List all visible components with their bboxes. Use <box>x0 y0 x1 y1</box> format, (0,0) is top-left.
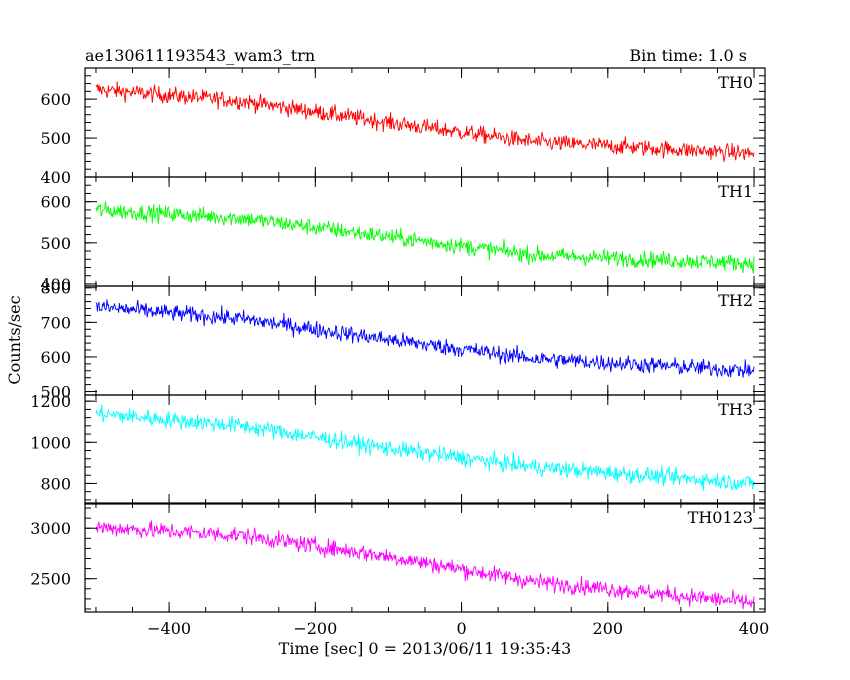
series-line-th1 <box>95 201 755 274</box>
chart-title: ae130611193543_wam3_trn <box>85 46 315 65</box>
panel-frame-th3 <box>84 394 766 505</box>
panels-group: 400 500 600 TH0 400 500 600 TH1 500 600 700 800 TH2 8… <box>30 67 770 638</box>
y-tick-label: 2500 <box>30 570 71 589</box>
y-tick-label: 800 <box>40 474 71 493</box>
series-line-th0 <box>95 81 755 162</box>
bin-time-label: Bin time: 1.0 s <box>629 46 747 65</box>
y-tick-label: 600 <box>40 348 71 367</box>
x-tick-label: −200 <box>293 619 337 638</box>
panel-label-th0123: TH0123 <box>688 508 753 527</box>
panel-label-th3: TH3 <box>718 400 753 419</box>
y-tick-label: 600 <box>40 90 71 109</box>
y-tick-label: 500 <box>40 234 71 253</box>
panel-frame-th0123 <box>84 502 766 613</box>
y-tick-label: 1200 <box>30 392 71 411</box>
panel-label-th0: TH0 <box>718 73 753 92</box>
x-tick-label: −400 <box>147 619 191 638</box>
y-tick-label: 800 <box>40 279 71 298</box>
panel-frame-th2 <box>84 285 766 396</box>
x-tick-label: 0 <box>456 619 466 638</box>
panel-label-th1: TH1 <box>718 182 753 201</box>
y-tick-label: 400 <box>40 168 71 187</box>
y-tick-label: 600 <box>40 193 71 212</box>
y-axis-label: Counts/sec <box>5 295 24 384</box>
y-tick-label: 700 <box>40 313 71 332</box>
panel-frame-th1 <box>84 176 766 287</box>
y-tick-label: 400 <box>40 275 71 294</box>
series-line-th3 <box>95 404 755 492</box>
y-tick-label: 500 <box>40 129 71 148</box>
x-tick-label: 400 <box>739 619 770 638</box>
y-tick-label: 500 <box>40 383 71 402</box>
y-tick-label: 3000 <box>30 519 71 538</box>
x-tick-label: 200 <box>593 619 624 638</box>
panel-label-th2: TH2 <box>718 291 753 310</box>
x-axis-label: Time [sec] 0 = 2013/06/11 19:35:43 <box>279 639 572 658</box>
series-line-th0123 <box>95 520 755 610</box>
series-line-th2 <box>95 299 755 378</box>
y-tick-label: 1000 <box>30 433 71 452</box>
